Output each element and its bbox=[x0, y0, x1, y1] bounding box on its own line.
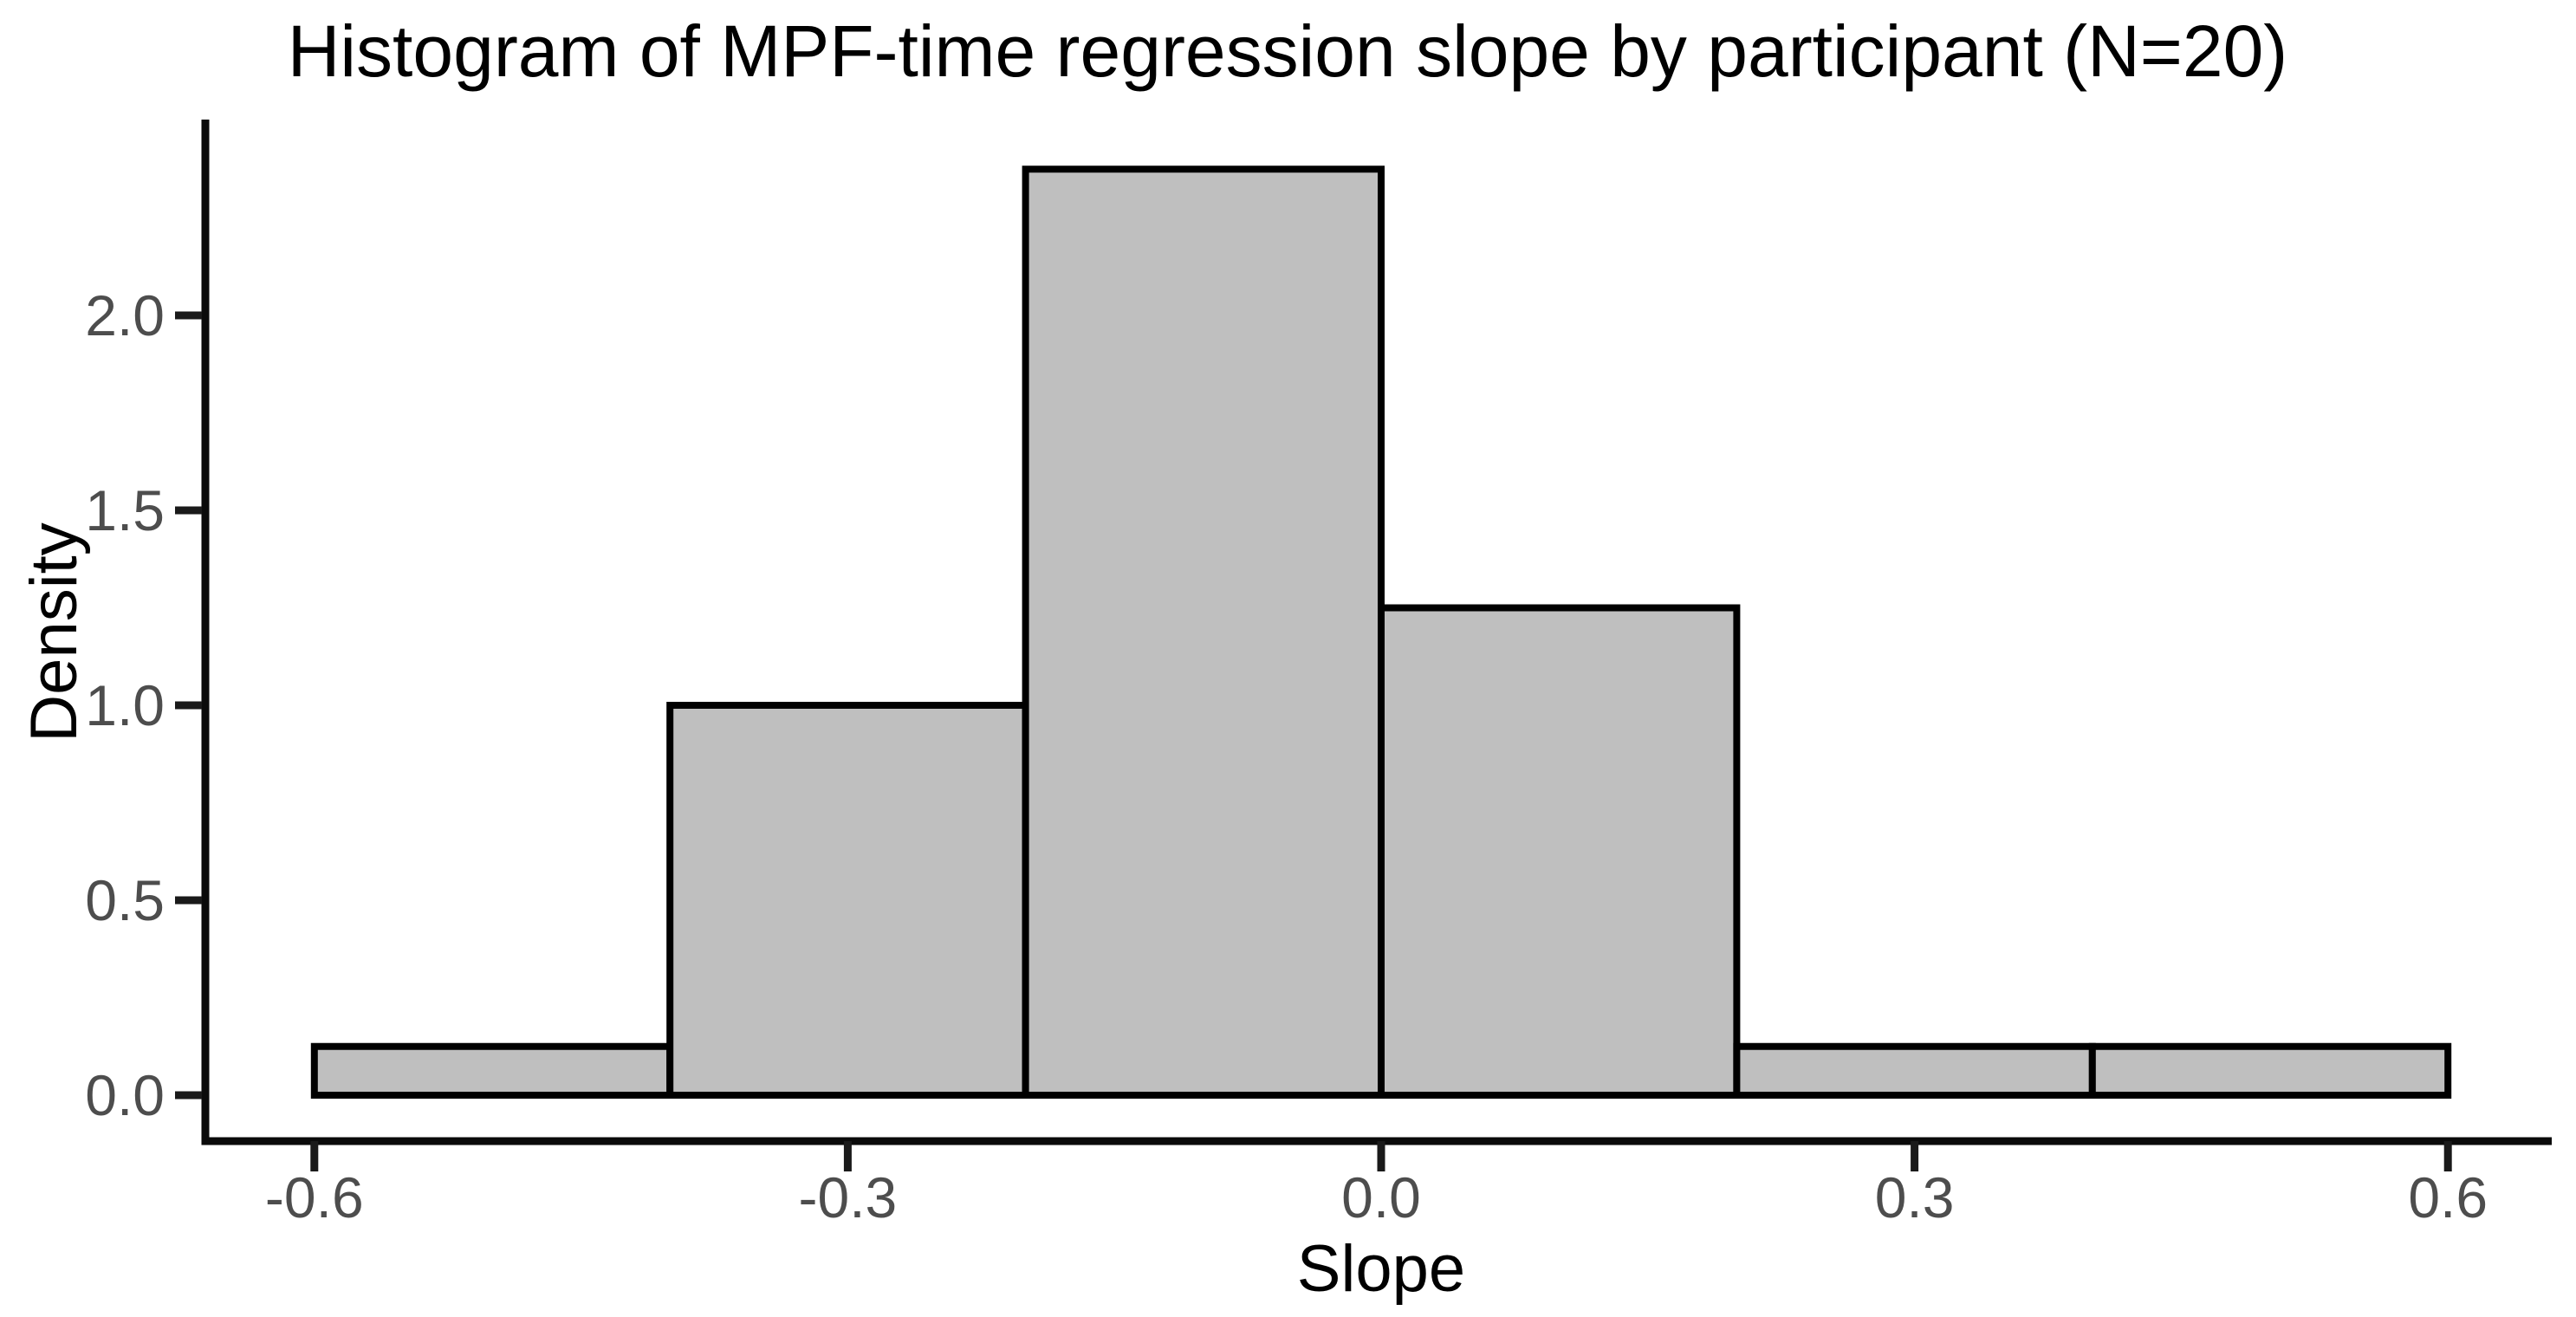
histogram-bar bbox=[2088, 1042, 2452, 1099]
x-axis-title: Slope bbox=[1297, 1232, 1465, 1306]
x-tick-label: 0.3 bbox=[1875, 1165, 1955, 1229]
y-tick-label: 0.0 bbox=[85, 1063, 165, 1127]
y-tick-label: 1.0 bbox=[85, 673, 165, 737]
y-tick-label: 1.5 bbox=[85, 478, 165, 542]
chart-title: Histogram of MPF-time regression slope b… bbox=[288, 10, 2288, 92]
y-tick-label: 0.5 bbox=[85, 868, 165, 932]
x-tick-label: -0.3 bbox=[799, 1165, 898, 1229]
histogram-bar bbox=[666, 702, 1029, 1099]
histogram-bar bbox=[310, 1042, 674, 1099]
histogram-bar bbox=[1022, 165, 1385, 1099]
histogram-bar bbox=[1378, 604, 1741, 1099]
y-axis-title: Density bbox=[17, 522, 91, 742]
x-tick-label: 0.6 bbox=[2408, 1165, 2488, 1229]
bars-group bbox=[310, 165, 2452, 1099]
x-tick-label: -0.6 bbox=[265, 1165, 364, 1229]
x-ticks-group: -0.6 -0.3 0.0 0.3 0.6 bbox=[265, 1141, 2488, 1229]
x-tick-label: 0.0 bbox=[1341, 1165, 1421, 1229]
histogram-bar bbox=[1733, 1042, 2096, 1099]
y-tick-label: 2.0 bbox=[85, 283, 165, 347]
y-ticks-group: 0.0 0.5 1.0 1.5 2.0 bbox=[85, 283, 202, 1127]
